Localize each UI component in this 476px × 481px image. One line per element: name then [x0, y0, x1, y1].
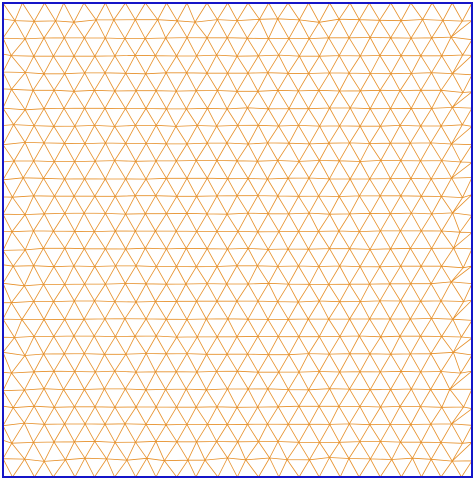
domain-boundary	[2, 2, 473, 478]
